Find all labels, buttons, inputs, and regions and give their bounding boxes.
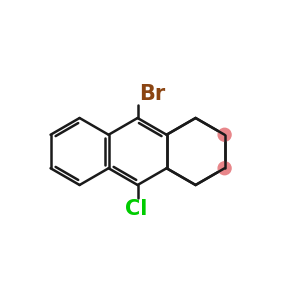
Text: Br: Br — [139, 84, 165, 104]
Circle shape — [218, 128, 231, 141]
Circle shape — [218, 162, 231, 175]
Text: Cl: Cl — [125, 199, 148, 219]
